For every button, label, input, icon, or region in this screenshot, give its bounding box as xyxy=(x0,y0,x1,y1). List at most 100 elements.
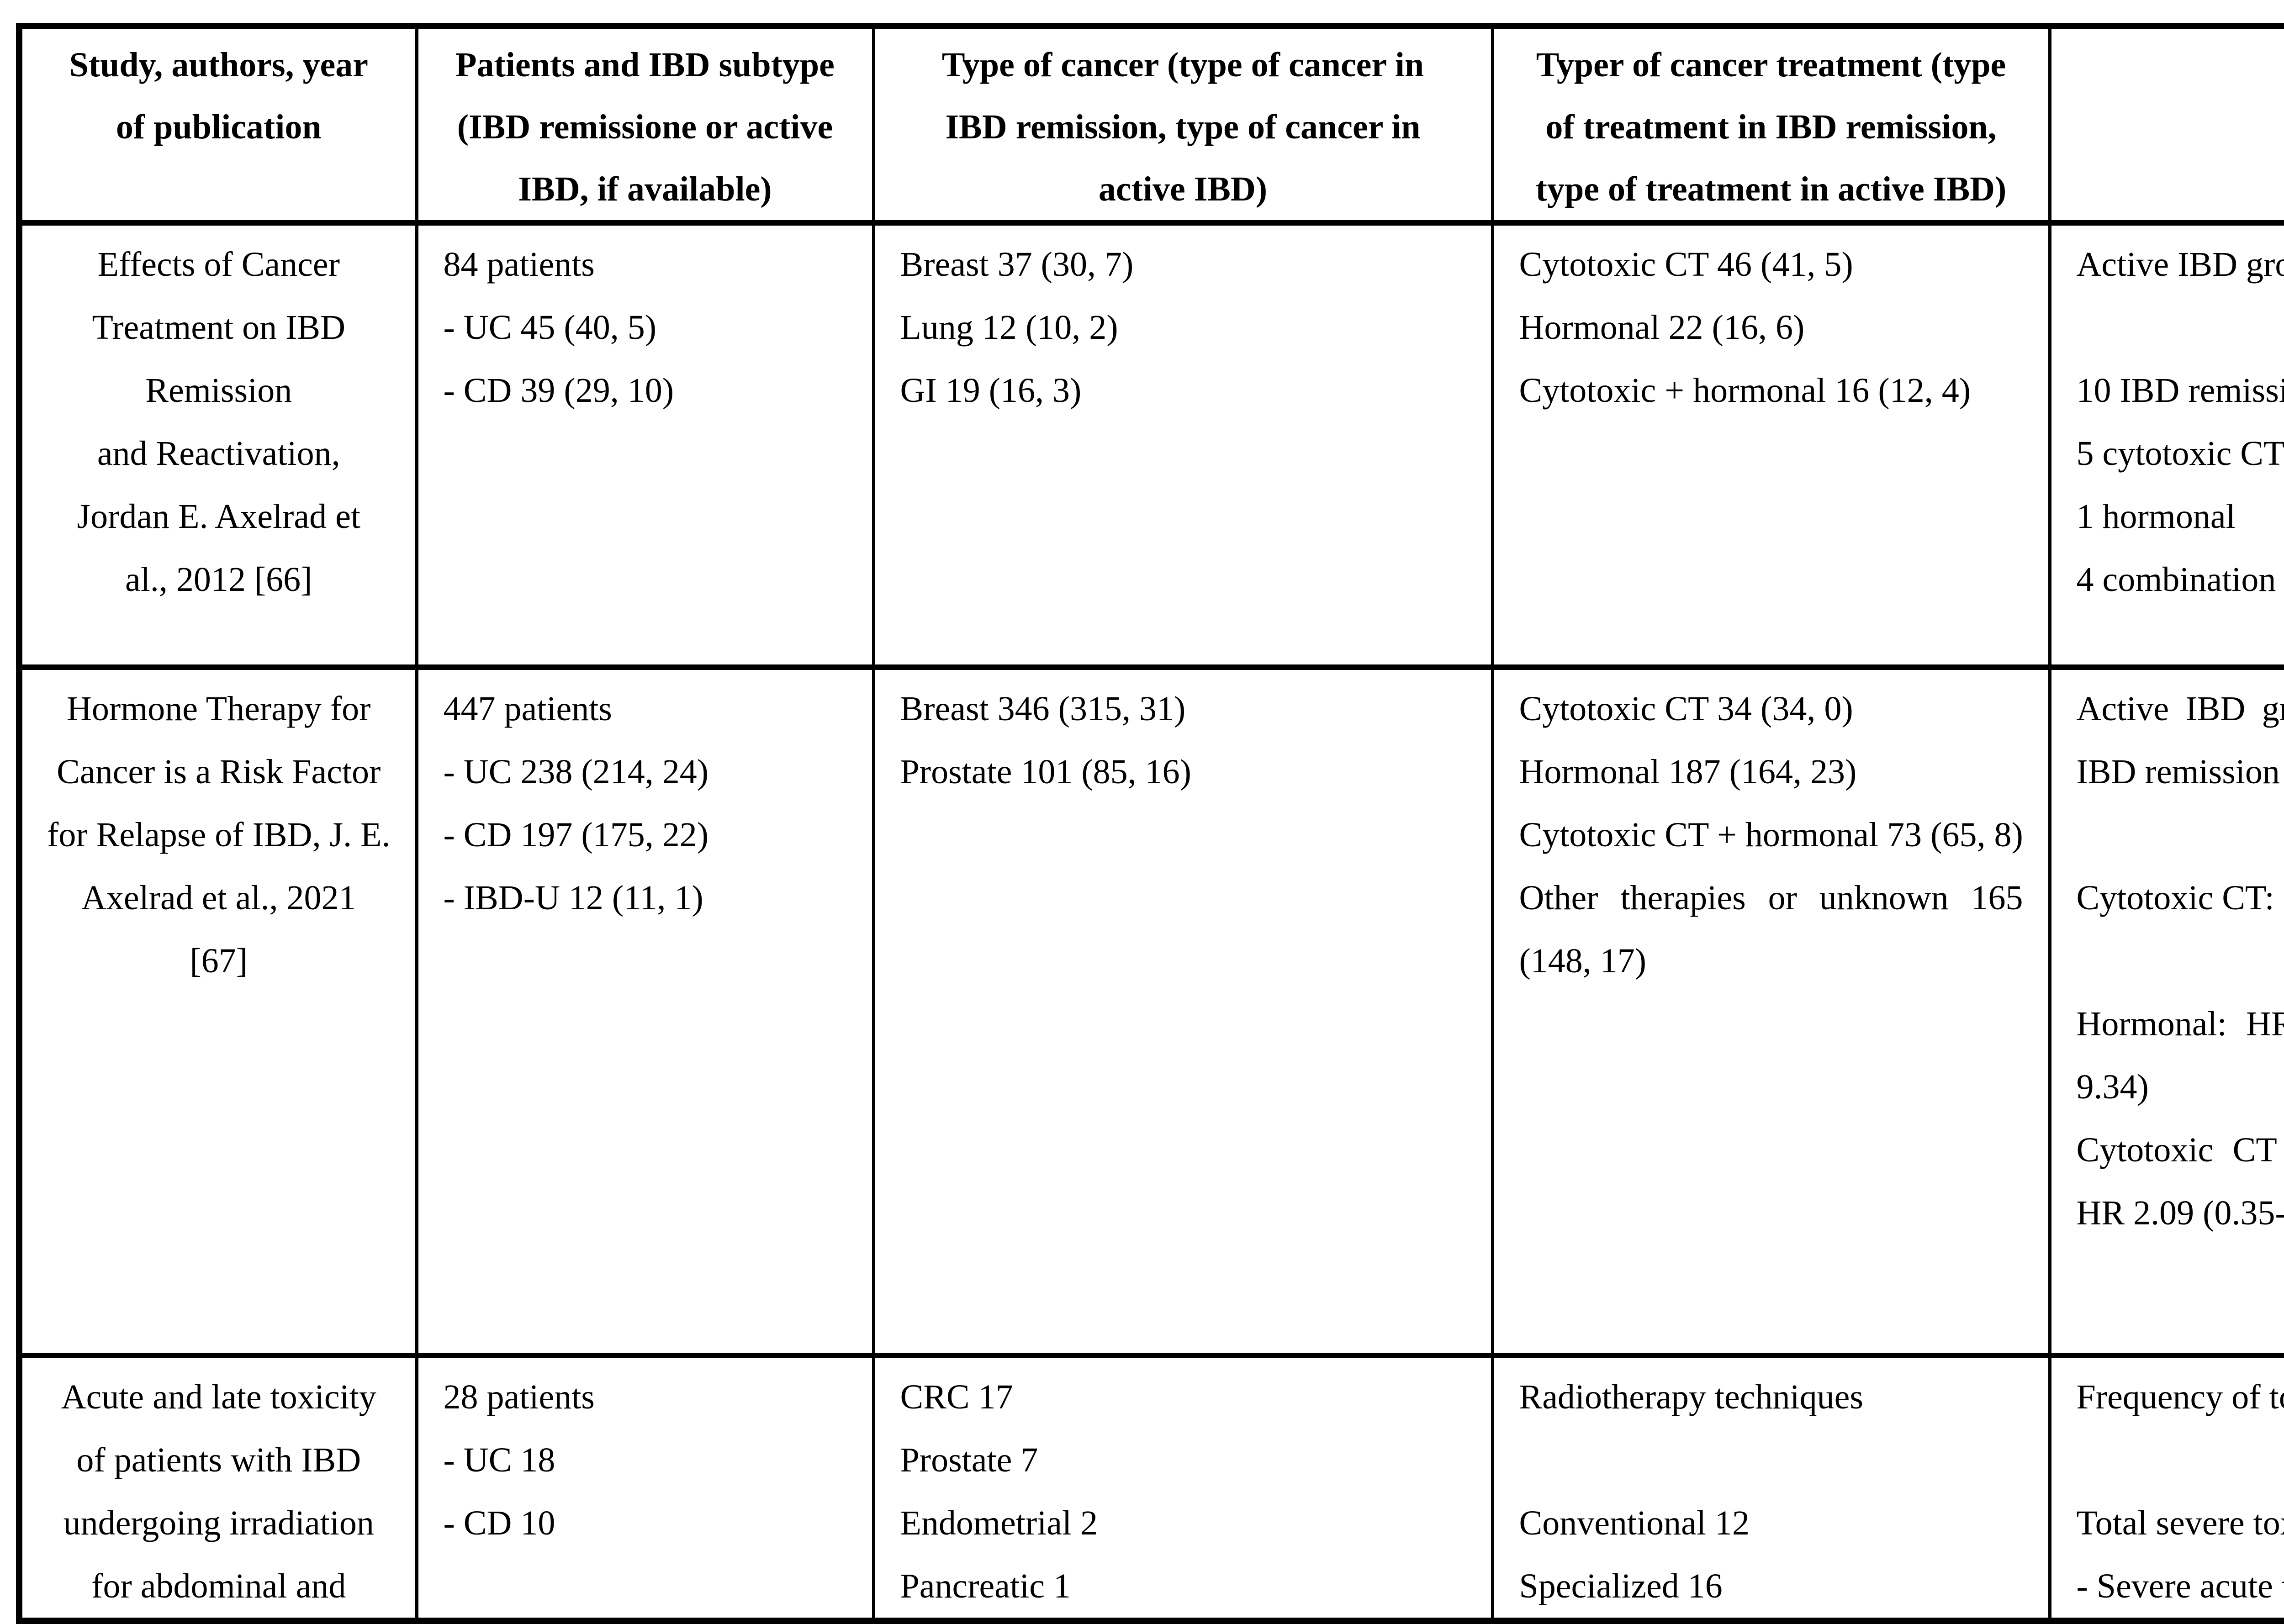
text-line: Cytotoxic CT: - xyxy=(2077,866,2284,929)
text-line: al., 2012 [66] xyxy=(32,548,406,611)
table-row: Hormone Therapy for Cancer is a Risk Fac… xyxy=(19,667,2284,1355)
table-row: Effects of Cancer Treatment on IBD Remis… xyxy=(19,223,2284,667)
text-line: (IBD remissione or active xyxy=(437,96,854,158)
text-line: and Reactivation, xyxy=(32,422,406,485)
text-line: 5 cytotoxic CT xyxy=(2077,422,2284,485)
text-line xyxy=(2077,929,2284,992)
text-line: 4 combination therapy xyxy=(2077,548,2284,611)
text-line xyxy=(2077,803,2284,866)
text-line: - CD 197 (175, 22) xyxy=(444,803,847,866)
text-line: Treatment on IBD xyxy=(32,296,406,359)
text-line: of patients with IBD xyxy=(32,1429,406,1492)
row1-study-cell: Effects of Cancer Treatment on IBD Remis… xyxy=(19,223,417,667)
text-line: - CD 10 xyxy=(444,1492,847,1555)
text-line: Frequency of toxicities* (conventional, … xyxy=(2077,1366,2284,1429)
text-line: of treatment in IBD remission, xyxy=(1512,96,2030,158)
text-line: Hormone Therapy for xyxy=(32,677,406,740)
row1-treatment-cell: Cytotoxic CT 46 (41, 5) Hormonal 22 (16,… xyxy=(1492,223,2050,667)
text-line: Total severe toxicity 46% (58%, 38%) xyxy=(2077,1492,2284,1555)
text-line: active IBD) xyxy=(894,158,1473,220)
text-line: Prostate 7 xyxy=(900,1429,1466,1492)
text-line: - Severe acute toxicity 21% (17%, 25%) xyxy=(2077,1555,2284,1618)
text-line: Radiotherapy techniques xyxy=(1519,1366,2023,1429)
text-line: Pancreatic 1 xyxy=(900,1555,1466,1618)
header-patients-cell: Patients and IBD subtype (IBD remissione… xyxy=(417,26,873,223)
text-line: Cytotoxic CT + hormonal: xyxy=(2077,1118,2284,1181)
text-line: Cytotoxic + hormonal 16 (12, 4) xyxy=(1519,359,2023,422)
text-line: Lung 12 (10, 2) xyxy=(900,296,1466,359)
text-line: of publication xyxy=(41,96,397,158)
text-line: Hormonal 22 (16, 6) xyxy=(1519,296,2023,359)
text-line: type of treatment in active IBD) xyxy=(1512,158,2030,220)
row1-cancer-type-cell: Breast 37 (30, 7) Lung 12 (10, 2) GI 19 … xyxy=(873,223,1492,667)
text-line: for Relapse of IBD, J. E. xyxy=(32,803,406,866)
row2-results-active-cell: Active IBD group, risk for IBD remission… xyxy=(2050,667,2284,1355)
text-line: undergoing irradiation xyxy=(32,1492,406,1555)
header-main-results-cell: Main results xyxy=(2050,26,2284,223)
text-line: 447 patients xyxy=(444,677,847,740)
table-row: Acute and late toxicity of patients with… xyxy=(19,1355,2284,1621)
text-line xyxy=(2077,1429,2284,1492)
text-line: Cytotoxic CT 46 (41, 5) xyxy=(1519,233,2023,296)
study-results-table: Study, authors, year of publication Pati… xyxy=(16,23,2284,1624)
text-line: Active IBD group xyxy=(2077,233,2284,296)
text-line: [67] xyxy=(32,929,406,992)
text-line: Typer of cancer treatment (type xyxy=(1512,34,2030,96)
row2-cancer-type-cell: Breast 346 (315, 31) Prostate 101 (85, 1… xyxy=(873,667,1492,1355)
text-line: Conventional 12 xyxy=(1519,1492,2023,1555)
row3-results-merged-cell: Frequency of toxicities* (conventional, … xyxy=(2050,1355,2284,1621)
header-treatment-type-cell: Typer of cancer treatment (type of treat… xyxy=(1492,26,2050,223)
text-line: GI 19 (16, 3) xyxy=(900,359,1466,422)
text-line: 9.34) xyxy=(2077,1055,2284,1118)
text-line xyxy=(2077,296,2284,359)
text-line: 10 IBD remission: xyxy=(2077,359,2284,422)
text-line: Remission xyxy=(32,359,406,422)
row2-study-cell: Hormone Therapy for Cancer is a Risk Fac… xyxy=(19,667,417,1355)
row3-patients-cell: 28 patients - UC 18 - CD 10 xyxy=(417,1355,873,1621)
row3-cancer-type-cell: CRC 17 Prostate 7 Endometrial 2 Pancreat… xyxy=(873,1355,1492,1621)
row2-patients-cell: 447 patients - UC 238 (214, 24) - CD 197… xyxy=(417,667,873,1355)
text-line: for abdominal and xyxy=(32,1555,406,1618)
text-line: - CD 39 (29, 10) xyxy=(444,359,847,422)
text-line: (148, 17) xyxy=(1519,929,2023,992)
text-line: Active IBD group, risk for xyxy=(2077,677,2284,740)
text-line: - UC 238 (214, 24) xyxy=(444,740,847,803)
header-row: Study, authors, year of publication Pati… xyxy=(19,26,2284,223)
text-line: 28 patients xyxy=(444,1366,847,1429)
header-study-cell: Study, authors, year of publication xyxy=(19,26,417,223)
text-line: Main results xyxy=(2070,34,2284,96)
text-line: Breast 346 (315, 31) xyxy=(900,677,1466,740)
text-line: Cytotoxic CT 34 (34, 0) xyxy=(1519,677,2023,740)
text-line: Axelrad et al., 2021 xyxy=(32,866,406,929)
text-line: Breast 37 (30, 7) xyxy=(900,233,1466,296)
text-line: - IBD-U 12 (11, 1) xyxy=(444,866,847,929)
row2-treatment-cell: Cytotoxic CT 34 (34, 0) Hormonal 187 (16… xyxy=(1492,667,2050,1355)
text-line: Other therapies or unknown 165 xyxy=(1519,866,2023,929)
text-line: Hormonal: HR 1.98 (0.42- xyxy=(2077,992,2284,1055)
text-line: Hormonal 187 (164, 23) xyxy=(1519,740,2023,803)
text-line: Acute and late toxicity xyxy=(32,1366,406,1429)
text-line: IBD remission, type of cancer in xyxy=(894,96,1473,158)
text-line: Study, authors, year xyxy=(41,34,397,96)
row3-study-cell: Acute and late toxicity of patients with… xyxy=(19,1355,417,1621)
text-line: Endometrial 2 xyxy=(900,1492,1466,1555)
text-line: Type of cancer (type of cancer in xyxy=(894,34,1473,96)
text-line: Prostate 101 (85, 16) xyxy=(900,740,1466,803)
text-line: Cytotoxic CT + hormonal 73 (65, 8) xyxy=(1519,803,2023,866)
text-line: CRC 17 xyxy=(900,1366,1466,1429)
text-line: 1 hormonal xyxy=(2077,485,2284,548)
text-line: IBD, if available) xyxy=(437,158,854,220)
row1-patients-cell: 84 patients - UC 45 (40, 5) - CD 39 (29,… xyxy=(417,223,873,667)
text-line: Effects of Cancer xyxy=(32,233,406,296)
text-line: Jordan E. Axelrad et xyxy=(32,485,406,548)
row3-treatment-cell: Radiotherapy techniques Conventional 12 … xyxy=(1492,1355,2050,1621)
text-line: Specialized 16 xyxy=(1519,1555,2023,1618)
text-line: HR 2.09 (0.35-12.5) xyxy=(2077,1181,2284,1244)
row1-results-active-cell: Active IBD group 10 IBD remission: 5 cyt… xyxy=(2050,223,2284,667)
text-line xyxy=(1519,1429,2023,1492)
text-line: 84 patients xyxy=(444,233,847,296)
text-line: IBD remission (95% CI) xyxy=(2077,740,2284,803)
text-line: - UC 45 (40, 5) xyxy=(444,296,847,359)
text-line: - UC 18 xyxy=(444,1429,847,1492)
header-cancer-type-cell: Type of cancer (type of cancer in IBD re… xyxy=(873,26,1492,223)
